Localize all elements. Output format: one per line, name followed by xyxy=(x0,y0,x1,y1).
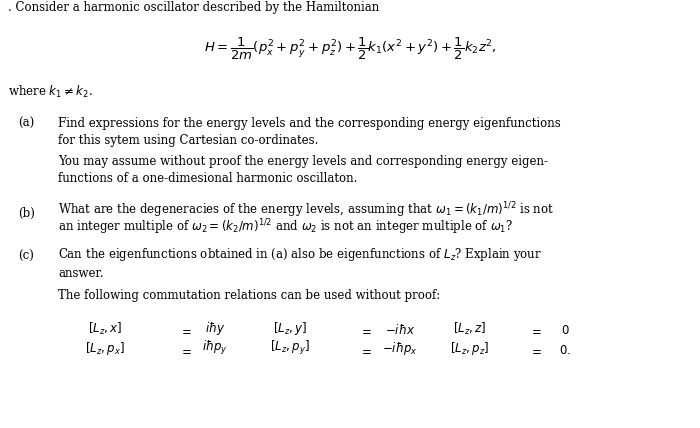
Text: (c): (c) xyxy=(18,250,34,263)
Text: $0$: $0$ xyxy=(561,324,569,337)
Text: $=$: $=$ xyxy=(528,344,542,357)
Text: $=$: $=$ xyxy=(528,324,542,337)
Text: $[L_z, p_x]$: $[L_z, p_x]$ xyxy=(85,340,125,357)
Text: $[L_z, y]$: $[L_z, y]$ xyxy=(273,320,307,337)
Text: What are the degeneracies of the energy levels, assuming that $\omega_1 = (k_1/m: What are the degeneracies of the energy … xyxy=(58,200,554,220)
Text: $i\hbar y$: $i\hbar y$ xyxy=(204,320,225,337)
Text: $i\hbar p_y$: $i\hbar p_y$ xyxy=(202,339,228,357)
Text: $=$: $=$ xyxy=(178,344,192,357)
Text: $=$: $=$ xyxy=(358,344,372,357)
Text: $=$: $=$ xyxy=(358,324,372,337)
Text: Find expressions for the energy levels and the corresponding energy eigenfunctio: Find expressions for the energy levels a… xyxy=(58,117,561,130)
Text: where $k_1 \neq k_2$.: where $k_1 \neq k_2$. xyxy=(8,84,92,100)
Text: for this sytem using Cartesian co-ordinates.: for this sytem using Cartesian co-ordina… xyxy=(58,134,318,147)
Text: You may assume without proof the energy levels and corresponding energy eigen-: You may assume without proof the energy … xyxy=(58,155,548,168)
Text: $=$: $=$ xyxy=(178,324,192,337)
Text: $[L_z, p_z]$: $[L_z, p_z]$ xyxy=(450,340,490,357)
Text: Can the eigenfunctions obtained in (a) also be eigenfunctions of $L_z$? Explain : Can the eigenfunctions obtained in (a) a… xyxy=(58,246,542,263)
Text: $-i\hbar x$: $-i\hbar x$ xyxy=(385,323,415,337)
Text: . Consider a harmonic oscillator described by the Hamiltonian: . Consider a harmonic oscillator describ… xyxy=(8,1,379,14)
Text: $[L_z, p_y]$: $[L_z, p_y]$ xyxy=(270,339,310,357)
Text: (a): (a) xyxy=(18,117,34,130)
Text: $[L_z, x]$: $[L_z, x]$ xyxy=(88,321,122,337)
Text: (b): (b) xyxy=(18,207,35,220)
Text: answer.: answer. xyxy=(58,267,104,280)
Text: The following commutation relations can be used without proof:: The following commutation relations can … xyxy=(58,289,440,302)
Text: an integer multiple of $\omega_2 = (k_2/m)^{1/2}$ and $\omega_2$ is not an integ: an integer multiple of $\omega_2 = (k_2/… xyxy=(58,217,513,237)
Text: $H = \dfrac{1}{2m}(p_x^2 + p_y^2 + p_z^2) + \dfrac{1}{2}k_1(x^2 + y^2) + \dfrac{: $H = \dfrac{1}{2m}(p_x^2 + p_y^2 + p_z^2… xyxy=(204,36,496,62)
Text: $0.$: $0.$ xyxy=(559,344,571,357)
Text: $-i\hbar p_x$: $-i\hbar p_x$ xyxy=(382,340,418,357)
Text: functions of a one-dimesional harmonic oscillaton.: functions of a one-dimesional harmonic o… xyxy=(58,172,358,185)
Text: $[L_z, z]$: $[L_z, z]$ xyxy=(453,321,486,337)
